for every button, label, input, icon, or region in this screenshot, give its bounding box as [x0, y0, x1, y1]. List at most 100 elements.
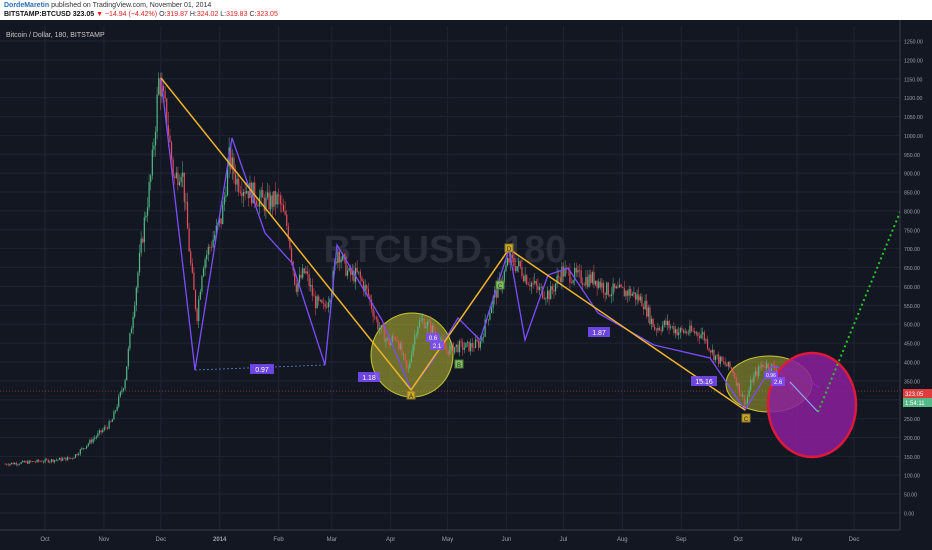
- candle-body: [255, 201, 257, 205]
- candle-body: [220, 218, 222, 225]
- candle-body: [110, 421, 112, 423]
- candle-body: [12, 462, 14, 465]
- candle-body: [295, 284, 297, 292]
- candle-body: [479, 340, 481, 348]
- candle-body: [36, 459, 38, 462]
- candle-body: [583, 284, 585, 286]
- candle-body: [718, 354, 720, 364]
- candle-body: [42, 461, 45, 463]
- candle-body: [100, 430, 102, 433]
- candle-body: [657, 327, 659, 331]
- candle-body: [89, 439, 91, 444]
- candle-body: [393, 336, 395, 338]
- candle-body: [444, 343, 446, 350]
- price-axis[interactable]: 1250.00 1200.00 1150.00 1100.00 1050.00 1000.…: [899, 20, 932, 550]
- y-tick-label: 800.00: [904, 209, 920, 215]
- time-axis[interactable]: Oct Nov Dec 2014 Feb Mar Apr May Jun Jul Aug Sep Oct…: [0, 529, 900, 543]
- candle-body: [727, 361, 729, 367]
- candle-body: [638, 294, 640, 301]
- countdown-text: 1:54:11: [905, 401, 925, 407]
- candle-body: [20, 462, 22, 464]
- candle-body: [417, 327, 419, 335]
- y-tick-label: 1050.00: [904, 115, 923, 121]
- candle-body: [548, 290, 550, 300]
- current-price-text: 323.05: [905, 392, 924, 398]
- candle-body: [420, 319, 422, 321]
- candle-body: [546, 290, 549, 299]
- candle-body: [34, 461, 37, 463]
- candle-body: [10, 462, 13, 464]
- candle-body: [402, 354, 405, 355]
- candle-body: [714, 355, 717, 361]
- candle-body: [81, 448, 83, 450]
- candle-body: [462, 342, 464, 350]
- candle-body: [185, 201, 187, 203]
- symbol-label: BITSTAMP:BTCUSD: [4, 11, 71, 18]
- candle-body: [687, 333, 689, 334]
- candle-body: [722, 361, 725, 362]
- candle-body: [225, 195, 227, 198]
- candle-body: [52, 459, 54, 462]
- candle-body: [327, 302, 329, 308]
- candle-body: [25, 461, 27, 463]
- candle-body: [175, 172, 177, 178]
- candle-body: [582, 283, 584, 285]
- candle-body: [50, 459, 53, 462]
- candle-body: [458, 341, 461, 353]
- candle-body: [39, 461, 41, 462]
- author-link[interactable]: DordeMaretin: [4, 2, 50, 9]
- candle-body: [94, 437, 96, 439]
- candle-body: [694, 331, 696, 334]
- candle-body: [689, 325, 691, 334]
- y-tick-label: 550.00: [904, 304, 920, 310]
- candle-body: [772, 363, 774, 365]
- candle-body: [591, 272, 593, 283]
- candle-body: [116, 406, 118, 411]
- candle-body: [278, 194, 280, 196]
- candle-body: [630, 288, 632, 296]
- candle-body: [129, 333, 131, 349]
- candle-body: [484, 319, 486, 337]
- candle-body: [92, 438, 94, 443]
- candle-body: [639, 296, 641, 301]
- candle-body: [63, 457, 65, 459]
- candle-body: [130, 328, 133, 334]
- candle-body: [46, 459, 48, 460]
- candle-body: [631, 293, 633, 296]
- candle-body: [409, 361, 411, 368]
- candle-body: [684, 331, 686, 333]
- candle-body: [14, 462, 16, 465]
- candle-body: [146, 207, 149, 216]
- candle-body: [174, 176, 176, 178]
- candle-body: [353, 270, 355, 282]
- candle-body: [530, 282, 533, 287]
- candle-body: [65, 457, 67, 461]
- candle-body: [135, 287, 137, 306]
- x-tick-label: Oct: [733, 537, 743, 543]
- candle-body: [7, 464, 9, 466]
- candle-body: [518, 261, 520, 267]
- candle-body: [489, 313, 491, 320]
- candle-body: [282, 204, 285, 212]
- candle-body: [682, 329, 685, 333]
- candle-body: [623, 287, 625, 297]
- candle-body: [758, 366, 760, 377]
- candle-body: [302, 268, 304, 278]
- candle-body: [33, 461, 35, 462]
- candle-body: [87, 443, 89, 446]
- x-tick-label: Nov: [792, 537, 803, 543]
- candle-body: [369, 295, 371, 300]
- price-chart[interactable]: BTCUSD, 180 Bitcoin / Dollar, 180, BITST…: [0, 20, 932, 550]
- candle-body: [263, 197, 265, 211]
- candle-body: [390, 341, 392, 346]
- candle-body: [753, 375, 755, 383]
- y-tick-label: 150.00: [904, 455, 920, 461]
- candle-body: [162, 86, 165, 92]
- candle-body: [31, 461, 33, 462]
- candle-body: [108, 421, 110, 429]
- candle-body: [474, 339, 477, 348]
- label-2-1: 2.1: [433, 344, 442, 350]
- candle-body: [766, 363, 768, 368]
- candle-body: [26, 461, 29, 464]
- candle-body: [226, 166, 229, 196]
